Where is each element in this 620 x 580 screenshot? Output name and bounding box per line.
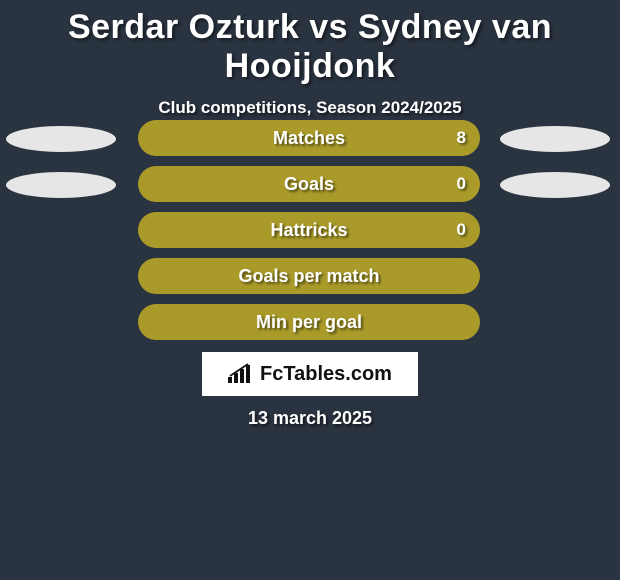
stat-label: Min per goal (138, 304, 480, 340)
brand-text: FcTables.com (260, 363, 392, 386)
left-player-ellipse (6, 126, 116, 152)
subtitle: Club competitions, Season 2024/2025 (0, 98, 620, 118)
stats-container: Matches 8 Goals 0 Hattricks 0 Goals per … (0, 118, 620, 348)
right-player-ellipse (500, 172, 610, 198)
stat-bar: Goals 0 (138, 166, 480, 202)
generated-date: 13 march 2025 (0, 408, 620, 429)
stat-label: Goals (138, 166, 480, 202)
left-player-ellipse (6, 172, 116, 198)
stat-row: Goals 0 (0, 164, 620, 210)
stat-bar: Matches 8 (138, 120, 480, 156)
stat-bar: Min per goal (138, 304, 480, 340)
stat-value: 0 (457, 212, 466, 248)
stat-value: 8 (457, 120, 466, 156)
stat-bar: Hattricks 0 (138, 212, 480, 248)
stat-bar: Goals per match (138, 258, 480, 294)
stat-label: Matches (138, 120, 480, 156)
stat-row: Min per goal (0, 302, 620, 348)
stat-row: Matches 8 (0, 118, 620, 164)
page-title: Serdar Ozturk vs Sydney van Hooijdonk (0, 0, 620, 86)
right-player-ellipse (500, 126, 610, 152)
stat-label: Hattricks (138, 212, 480, 248)
stat-row: Goals per match (0, 256, 620, 302)
bar-chart-icon (228, 363, 254, 385)
brand-badge: FcTables.com (202, 352, 418, 396)
stat-label: Goals per match (138, 258, 480, 294)
stat-row: Hattricks 0 (0, 210, 620, 256)
stat-value: 0 (457, 166, 466, 202)
